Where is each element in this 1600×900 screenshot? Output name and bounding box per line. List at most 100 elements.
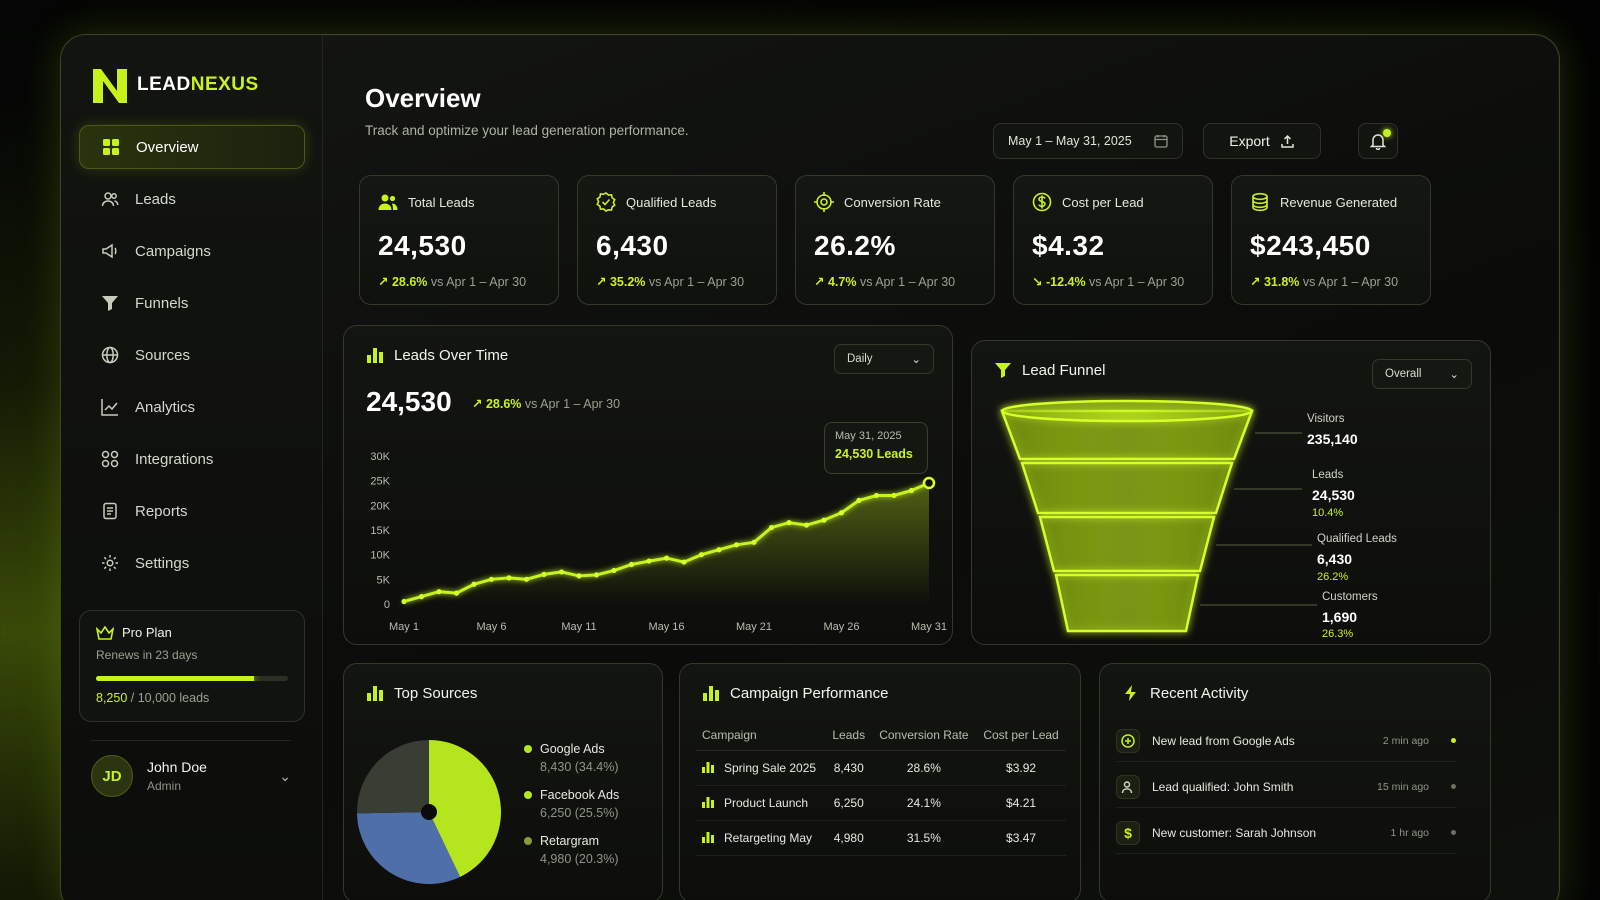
sidebar-item-settings[interactable]: Settings [79,541,305,585]
kpi-value: $4.32 [1032,230,1105,261]
funnel-stage-customers[interactable] [1054,573,1200,633]
chart-compare: vs Apr 1 – Apr 30 [524,397,621,411]
sidebar-item-integrations[interactable]: Integrations [79,437,305,481]
logo[interactable]: LEADNEXUS [91,65,259,105]
select-value: Daily [847,353,873,365]
funnel-stage-leads[interactable] [1020,461,1234,515]
chart-point[interactable] [716,547,722,553]
chart-point[interactable] [698,552,705,558]
chart-point[interactable] [908,487,915,494]
chart-point[interactable] [663,555,670,561]
sidebar-item-reports[interactable]: Reports [79,489,305,533]
date-range-text: May 1 – May 31, 2025 [1008,134,1132,148]
notifications-button[interactable] [1358,123,1398,159]
legend-item-google-ads[interactable]: Google Ads [524,742,605,756]
chart-point[interactable] [681,559,687,565]
chevron-down-icon[interactable]: ⌄ [279,767,291,784]
kpi-card-qualified-leads[interactable]: Qualified Leads 6,430 ↗ 35.2% vs Apr 1 –… [577,175,777,305]
sidebar-item-campaigns[interactable]: Campaigns [79,229,305,273]
funnel-value: 1,690 [1322,609,1358,625]
pie-slice-google-ads[interactable] [429,740,501,877]
plan-card[interactable]: Pro Plan Renews in 23 days 8,250 / 10,00… [79,610,305,722]
chart-point[interactable] [786,520,792,526]
kpi-header: Conversion Rate [814,192,976,212]
kpi-compare: vs Apr 1 – Apr 30 [430,275,527,289]
sidebar-item-overview[interactable]: Overview [79,125,305,169]
kpi-header: Revenue Generated [1250,192,1412,212]
chart-point-highlight[interactable] [922,476,936,490]
activity-text: New lead from Google Ads [1152,733,1295,748]
page-title: Overview [365,83,481,113]
legend-name: Facebook Ads [540,788,620,802]
chart-point[interactable] [891,492,897,499]
chart-point[interactable] [768,524,775,531]
date-range-picker[interactable]: May 1 – May 31, 2025 [993,123,1183,159]
legend-name: Retargram [540,834,600,848]
bell-icon [1369,134,1387,150]
sidebar-item-sources[interactable]: Sources [79,333,305,377]
activity-item[interactable]: Lead qualified: John Smith 15 min ago [1116,766,1456,808]
table-row[interactable]: Spring Sale 2025 8,430 28.6% $3.92 [696,750,1066,786]
chart-point[interactable] [628,561,635,568]
activity-item[interactable]: $ New customer: Sarah Johnson 1 hr ago [1116,812,1456,854]
table-row[interactable]: Product Launch 6,250 24.1% $4.21 [696,785,1066,821]
kpi-card-cost-per-lead[interactable]: Cost per Lead $4.32 ↘ -12.4% vs Apr 1 – … [1013,175,1213,305]
chart-point[interactable] [453,590,460,596]
cpl-cell: $3.92 [976,750,1066,786]
granularity-select[interactable]: Daily ⌄ [834,344,934,374]
chart-point[interactable] [523,576,530,582]
kpi-compare: vs Apr 1 – Apr 30 [1089,275,1185,289]
conversion-cell: 31.5% [871,820,977,856]
chart-point[interactable] [593,572,600,578]
activity-item[interactable]: New lead from Google Ads 2 min ago [1116,720,1456,762]
calendar-icon [1154,135,1168,148]
chart-point[interactable] [541,571,547,577]
column-header[interactable]: Conversion Rate [871,720,977,751]
legend-item-retargram[interactable]: Retargram [524,834,599,848]
funnel-value: 6,430 [1317,551,1353,567]
chart-point[interactable] [471,581,477,587]
column-header[interactable]: Campaign [696,720,826,751]
chart-point[interactable] [401,598,407,605]
chart-point[interactable] [646,558,652,564]
chart-point[interactable] [751,539,757,545]
pie-slice-facebook-ads[interactable] [357,812,461,884]
legend-item-facebook-ads[interactable]: Facebook Ads [524,788,619,802]
chart-point[interactable] [856,497,862,503]
user-check-icon [1116,774,1140,799]
kpi-compare: vs Apr 1 – Apr 30 [859,275,956,289]
chart-point[interactable] [611,567,617,574]
kpi-card-conversion-rate[interactable]: Conversion Rate 26.2% ↗ 4.7% vs Apr 1 – … [795,175,995,305]
kpi-card-total-leads[interactable]: Total Leads 24,530 ↗ 28.6% vs Apr 1 – Ap… [359,175,559,305]
sidebar-item-leads[interactable]: Leads [79,177,305,221]
chart-point[interactable] [506,575,512,581]
cpl-cell: $4.21 [976,785,1066,821]
table-row[interactable]: Retargeting May 4,980 31.5% $3.47 [696,820,1066,856]
kpi-value: 6,430 [596,230,669,261]
export-button[interactable]: Export [1203,123,1321,159]
column-header[interactable]: Leads [825,720,872,751]
chart-point[interactable] [821,517,827,523]
user-menu[interactable]: JD John Doe Admin ⌄ [91,755,291,797]
kpi-delta-value: 28.6% [391,275,428,289]
sidebar-item-label: Reports [135,502,188,520]
chart-point[interactable] [418,594,425,600]
chart-point[interactable] [838,510,845,516]
pie-slice-retargram[interactable] [357,740,429,814]
chart-point[interactable] [803,522,810,528]
chart-point[interactable] [733,542,740,548]
chart-point[interactable] [873,492,880,499]
sidebar-item-funnels[interactable]: Funnels [79,281,305,325]
trend-up-icon: ↗ [596,275,610,289]
chart-point[interactable] [488,576,495,582]
column-header[interactable]: Cost per Lead [976,720,1066,751]
plan-total: / 10,000 leads [127,691,210,705]
kpi-card-revenue[interactable]: Revenue Generated $243,450 ↗ 31.8% vs Ap… [1231,175,1431,305]
chart-point[interactable] [436,589,442,595]
sidebar-item-analytics[interactable]: Analytics [79,385,305,429]
funnel-label: Visitors [1307,413,1345,425]
chart-point[interactable] [558,569,565,575]
chart-point[interactable] [576,573,582,579]
funnel-view-select[interactable]: Overall ⌄ [1372,359,1472,389]
funnel-stage-qualified[interactable] [1038,515,1216,573]
